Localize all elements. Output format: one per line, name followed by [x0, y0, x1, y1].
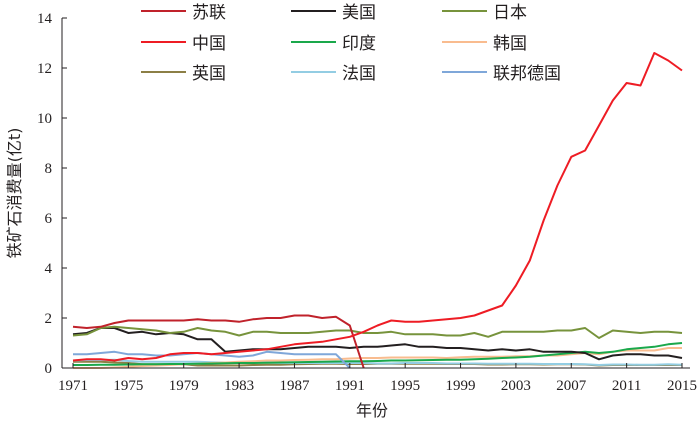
legend-label: 苏联 [192, 3, 226, 23]
x-tick-label: 2011 [612, 378, 641, 394]
x-tick-label: 2015 [667, 378, 697, 394]
legend-item: 苏联 [141, 3, 226, 23]
x-axis-title: 年份 [356, 401, 388, 420]
legend-label: 韩国 [493, 34, 527, 54]
series-lines [72, 52, 683, 369]
legend-item: 日本 [442, 3, 527, 23]
legend-label: 联邦德国 [493, 64, 561, 84]
y-tick-label: 4 [45, 261, 53, 277]
legend-label: 美国 [342, 3, 376, 23]
y-tick-label: 0 [45, 361, 53, 377]
legend-item: 法国 [291, 64, 376, 84]
y-tick-label: 2 [45, 311, 53, 327]
legend-item: 韩国 [442, 34, 527, 54]
y-tick-label: 12 [37, 61, 52, 77]
x-tick-label: 1975 [113, 378, 143, 394]
y-axis-title: 铁矿石消费量(亿t) [5, 128, 24, 259]
y-tick-label: 8 [45, 161, 53, 177]
legend-label: 日本 [493, 3, 527, 23]
x-tick-label: 1971 [58, 378, 88, 394]
series-line-2 [72, 325, 683, 339]
legend-label: 英国 [192, 64, 226, 84]
legend-label: 法国 [342, 64, 376, 84]
x-tick-label: 2003 [501, 378, 531, 394]
legend-item: 印度 [291, 34, 376, 54]
x-tick-label: 1979 [169, 378, 199, 394]
y-tick-label: 10 [37, 111, 52, 127]
x-tick-label: 1987 [279, 378, 310, 394]
legend-item: 英国 [141, 64, 226, 84]
legend-item: 中国 [141, 34, 226, 54]
x-tick-label: 1991 [335, 378, 365, 394]
legend-label: 中国 [192, 34, 226, 54]
tick-labels: 0 2 4 6 8 10 12 14 1971 1975 1979 1983 1987 1991 1995 1… [37, 11, 697, 394]
x-tick-label: 2007 [556, 378, 587, 394]
series-line-7 [72, 358, 683, 366]
legend-item: 美国 [291, 3, 376, 23]
axes [61, 18, 690, 369]
x-tick-label: 1999 [446, 378, 476, 394]
y-tick-label: 6 [45, 211, 53, 227]
x-tick-label: 1983 [224, 378, 254, 394]
legend-item: 联邦德国 [442, 64, 561, 84]
y-tick-label: 14 [37, 11, 53, 27]
series-line-3 [72, 52, 683, 362]
legend-label: 印度 [342, 34, 376, 54]
series-line-0 [72, 314, 365, 369]
x-tick-label: 1995 [390, 378, 420, 394]
